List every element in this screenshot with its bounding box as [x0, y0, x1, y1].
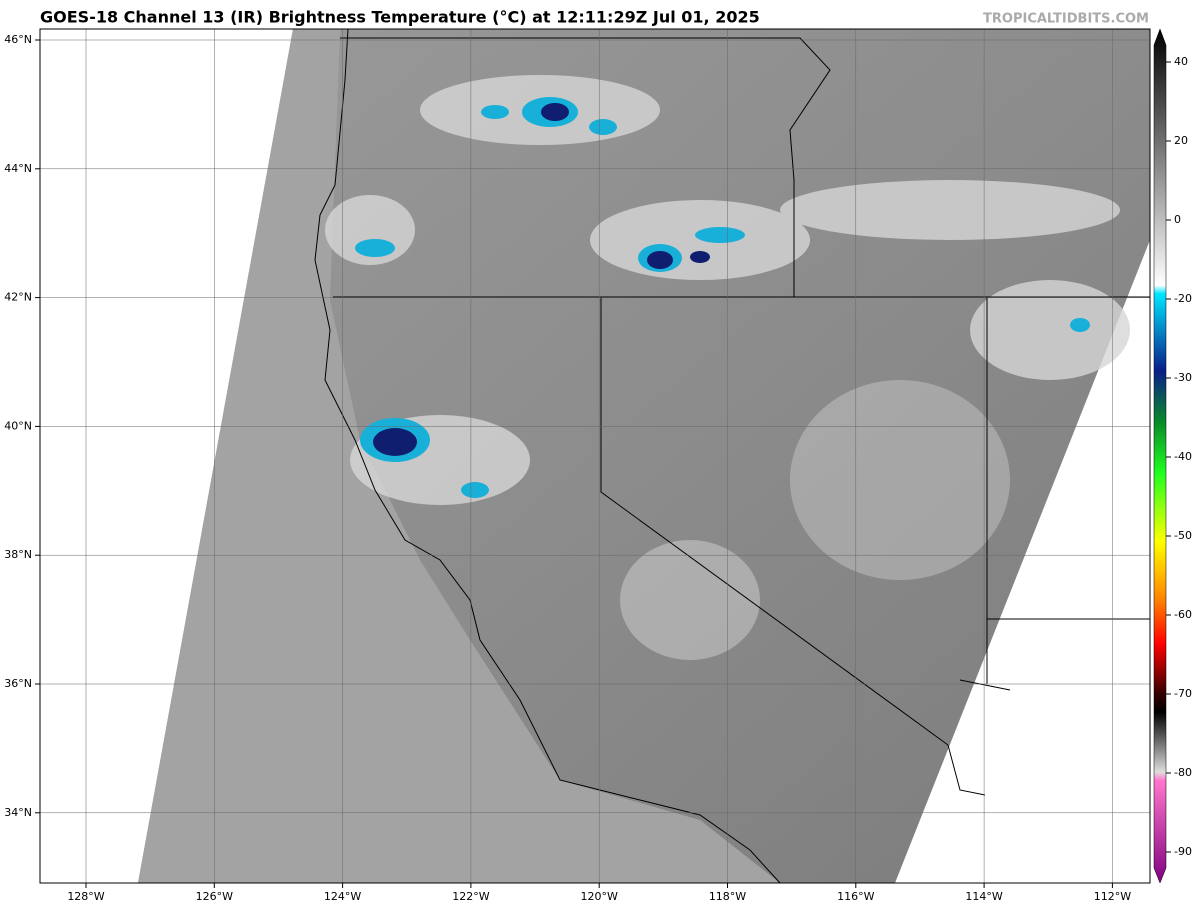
- lat-tick-label: 42°N: [4, 291, 32, 304]
- lon-tick-label: 116°W: [837, 890, 874, 903]
- lon-tick-label: 118°W: [709, 890, 746, 903]
- colorbar-tick-label: 0: [1174, 213, 1181, 226]
- colorbar-tick-label: -80: [1174, 766, 1192, 779]
- lon-tick-label: 120°W: [581, 890, 618, 903]
- colorbar-tick-label: -40: [1174, 450, 1192, 463]
- lon-tick-label: 124°W: [324, 890, 361, 903]
- title: GOES-18 Channel 13 (IR) Brightness Tempe…: [40, 8, 760, 27]
- lon-tick-label: 126°W: [196, 890, 233, 903]
- colorbar-tick-label: 40: [1174, 55, 1188, 68]
- watermark: TROPICALTIDBITS.COM: [983, 12, 1149, 27]
- colorbar-tick-label: -50: [1174, 529, 1192, 542]
- lat-tick-label: 40°N: [4, 419, 32, 432]
- lat-tick-label: 36°N: [4, 677, 32, 690]
- colorbar-tick-label: -30: [1174, 371, 1192, 384]
- lon-tick-label: 112°W: [1094, 890, 1131, 903]
- lat-tick-label: 34°N: [4, 806, 32, 819]
- lon-tick-label: 114°W: [965, 890, 1002, 903]
- map-image: [40, 29, 1150, 883]
- lat-tick-label: 38°N: [4, 548, 32, 561]
- colorbar-tick-label: -90: [1174, 845, 1192, 858]
- colorbar-tick-label: 20: [1174, 134, 1188, 147]
- lat-tick-label: 44°N: [4, 162, 32, 175]
- colorbar-tick-label: -20: [1174, 292, 1192, 305]
- colorbar-tick-label: -60: [1174, 608, 1192, 621]
- lat-tick-label: 46°N: [4, 33, 32, 46]
- map-frame: [39, 28, 1151, 884]
- colorbar: [1153, 28, 1167, 884]
- colorbar-tick-label: -70: [1174, 687, 1192, 700]
- lon-tick-label: 128°W: [67, 890, 104, 903]
- lon-tick-label: 122°W: [452, 890, 489, 903]
